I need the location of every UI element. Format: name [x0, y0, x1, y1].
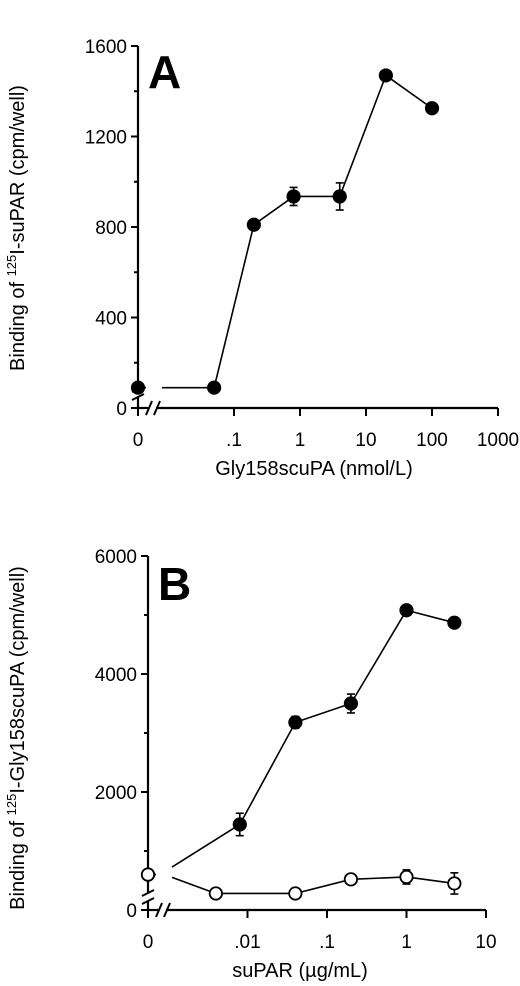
- panel-a-data-point: [378, 68, 393, 83]
- panel-a-data-point: [207, 380, 222, 395]
- panel-a-x-tick-label: 1: [295, 430, 306, 451]
- chart-panel-a: A Binding of 125I-suPAR (cpm/well) Gly15…: [4, 37, 519, 480]
- panel-a-x-tick-label: 0: [133, 430, 144, 451]
- panel-b-y-tick-label: 4000: [95, 665, 137, 686]
- panel-b-data-point: [288, 715, 303, 730]
- panel-a-y-axis-label: Binding of 125I-suPAR (cpm/well): [4, 85, 29, 371]
- panel-a-data-point: [130, 380, 146, 395]
- panel-b-x-tick-label: .1: [319, 932, 335, 953]
- panel-a-series-0-line: [138, 74, 433, 389]
- panel-a-data-points: [130, 68, 440, 395]
- panel-b-data-point: [208, 886, 223, 901]
- panel-b-data-point: [447, 615, 462, 630]
- panel-b-data-point: [232, 817, 247, 832]
- panel-b-x-tick-label: 10: [475, 932, 496, 953]
- panel-b-x-axis-label: suPAR (µg/mL): [232, 960, 368, 982]
- panel-b-y-break-mark: [141, 897, 155, 905]
- panel-a-data-point: [332, 189, 347, 204]
- panel-b-x-break-mark: [163, 902, 171, 918]
- panel-a-axes: 0 400 800 1200 1600 0 .1 1 10 100 1000: [85, 37, 519, 451]
- panel-a-y-tick-label: 1600: [85, 37, 127, 58]
- panel-a-letter: A: [148, 46, 181, 98]
- panel-b-x-tick-label: 0: [143, 932, 154, 953]
- panel-b-axes: 0 2000 4000 6000 0 .01 .1 1 10: [95, 547, 497, 953]
- panel-a-x-break-mark: [153, 400, 161, 416]
- panel-b-data-point: [447, 876, 462, 891]
- panel-a-x-tick-label: 100: [416, 430, 448, 451]
- panel-b-x-tick-label: 1: [401, 932, 412, 953]
- chart-panel-b: B Binding of 125I-Gly158scuPA (cpm/well)…: [4, 547, 497, 982]
- panel-b-x-break-mark: [155, 902, 163, 918]
- panel-b-data-points: [140, 603, 462, 901]
- panel-a-series-lines: [138, 74, 433, 389]
- panel-b-series-0-line: [148, 609, 455, 876]
- panel-b-y-tick-label: 6000: [95, 547, 137, 568]
- panel-a-data-point: [246, 217, 261, 232]
- panel-b-letter: B: [158, 558, 191, 610]
- panel-a-y-tick-label: 400: [95, 309, 127, 330]
- panel-b-data-point: [140, 867, 156, 882]
- panel-b-y-axis-label: Binding of 125I-Gly158scuPA (cpm/well): [4, 566, 29, 910]
- panel-a-data-point: [424, 101, 440, 116]
- panel-a-y-tick-label: 0: [116, 399, 127, 420]
- panel-a-x-tick-label: 1000: [477, 430, 519, 451]
- panel-a-x-break-mark: [145, 400, 153, 416]
- panel-b-series-lines: [148, 609, 455, 895]
- panel-b-y-break-mark: [141, 889, 155, 897]
- panel-b-y-tick-label: 2000: [95, 783, 137, 804]
- panel-b-x-tick-label: .01: [234, 932, 260, 953]
- panel-a-x-tick-label: .1: [226, 430, 242, 451]
- panel-a-y-tick-label: 1200: [85, 128, 127, 149]
- panel-b-data-point: [343, 872, 359, 887]
- panel-a-y-tick-label: 800: [95, 218, 127, 239]
- panel-b-data-point: [399, 869, 414, 885]
- panel-b-data-point: [288, 886, 303, 901]
- panel-a-y-break-mark: [131, 393, 145, 401]
- panel-b-data-point: [399, 603, 414, 618]
- panel-b-data-point: [343, 696, 359, 711]
- panel-a-x-tick-label: 10: [355, 430, 376, 451]
- panel-b-y-tick-label: 0: [126, 901, 137, 922]
- panel-a-data-point: [286, 189, 301, 204]
- panel-a-x-axis-label: Gly158scuPA (nmol/L): [215, 458, 413, 480]
